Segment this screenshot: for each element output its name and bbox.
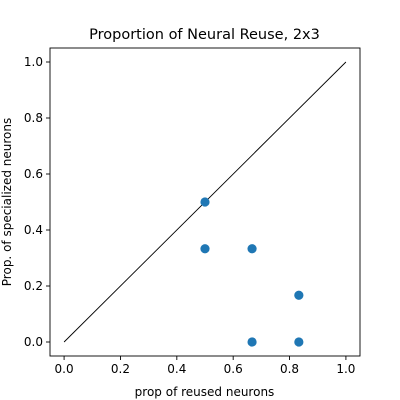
data-point (247, 244, 257, 254)
plot-area: 0.0 0.2 0.4 0.6 0.8 1.0 0.0 0.2 0.4 0.6 0.8 1.0 (24, 47, 361, 376)
data-point (200, 197, 210, 207)
data-point (247, 337, 257, 347)
y-tick-label: 0.6 (24, 167, 43, 181)
y-tick-label: 0.2 (24, 279, 43, 293)
y-tick-label: 0.8 (24, 111, 43, 125)
data-point (294, 290, 304, 300)
x-tick-label: 1.0 (336, 362, 355, 376)
x-tick-label: 0.2 (111, 362, 130, 376)
x-tick-label: 0.4 (167, 362, 186, 376)
x-axis-label: prop of reused neurons (135, 385, 275, 399)
data-point (294, 337, 304, 347)
data-point (200, 244, 210, 254)
x-tick-label: 0.0 (55, 362, 74, 376)
x-tick-label: 0.8 (280, 362, 299, 376)
x-tick-label: 0.6 (224, 362, 243, 376)
axes-frame (49, 47, 361, 357)
chart-title: Proportion of Neural Reuse, 2x3 (89, 27, 320, 43)
y-axis-label: Prop. of specialized neurons (0, 118, 14, 286)
y-tick-label: 0.4 (24, 223, 43, 237)
y-tick-label: 0.0 (24, 335, 43, 349)
y-tick-label: 1.0 (24, 55, 43, 69)
